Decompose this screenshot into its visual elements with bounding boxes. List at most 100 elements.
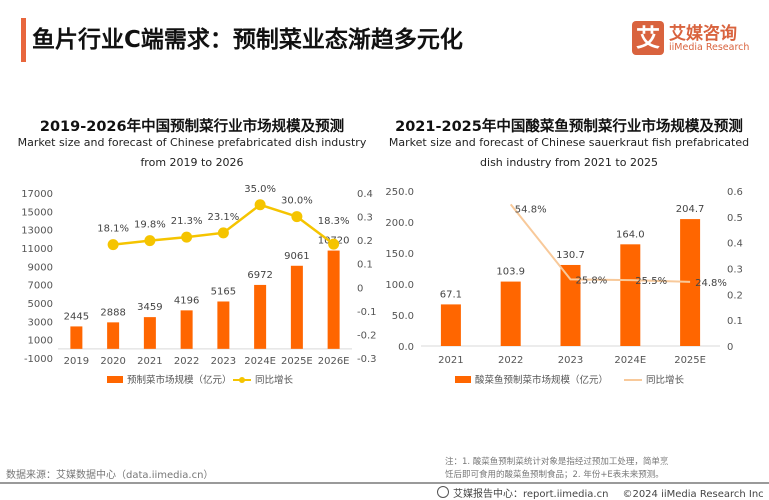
left-left-axis-tick: 13000: [21, 226, 53, 237]
left-left-axis-tick: 9000: [28, 262, 53, 273]
footer: 艾媒报告中心：report.iimedia.cn ©2024 iiMedia Re…: [437, 485, 764, 500]
right-left-axis-tick: 0.0: [398, 342, 414, 353]
left-category-label: 2025E: [281, 356, 313, 367]
right-bar-label: 67.1: [440, 289, 462, 300]
right-growth-label: 24.8%: [695, 278, 727, 289]
left-left-axis-tick: 17000: [21, 189, 53, 200]
right-chart: 250.0 200.0 150.0 100.0 50.0 0.0 0.6 0.5 0.4 0.3 0…: [385, 187, 743, 386]
left-right-axis-tick: 0.4: [357, 189, 373, 200]
right-growth-label: 54.8%: [515, 204, 547, 215]
note-line-2: 饪后即可食用的酸菜鱼预制食品；2. 年份+E表未来预测。: [445, 470, 664, 480]
right-chart-subtitle: Market size and forecast of Chinese saue…: [384, 133, 754, 173]
left-growth-label: 21.3%: [171, 216, 203, 227]
right-right-axis-tick: 0.2: [727, 290, 743, 301]
left-chart: 17000 15000 13000 11000 9000 7000 5000 3000 1000…: [21, 184, 377, 386]
right-right-axis-tick: 0.5: [727, 213, 743, 224]
left-chart-subtitle: Market size and forecast of Chinese pref…: [0, 133, 384, 173]
left-growth-label: 35.0%: [244, 184, 276, 195]
left-growth-point: [107, 239, 119, 251]
left-growth-point: [328, 238, 340, 250]
left-legend-bar-swatch: [107, 376, 123, 383]
left-category-label: 2021: [137, 356, 162, 367]
left-growth-label: 30.0%: [281, 196, 313, 207]
right-right-axis-tick: 0.6: [727, 187, 743, 198]
left-growth-label: 18.1%: [97, 224, 129, 235]
left-category-label: 2023: [211, 356, 236, 367]
left-growth-point: [291, 211, 303, 223]
left-right-axis-tick: 0: [357, 283, 363, 294]
right-chart-subtitle-line-1: Market size and forecast of Chinese saue…: [388, 136, 750, 149]
left-chart-subtitle-line-1: Market size and forecast of Chinese pref…: [17, 136, 367, 149]
right-bar: [560, 264, 581, 346]
left-growth-point: [217, 227, 229, 239]
left-growth-label: 19.8%: [134, 220, 166, 231]
right-bar: [680, 219, 701, 346]
right-right-axis-tick: 0.1: [727, 316, 743, 327]
left-bar: [180, 310, 193, 349]
left-category-label: 2026E: [318, 356, 350, 367]
logo-en-text: iiMedia Research: [669, 42, 750, 53]
left-bar-label: 3459: [137, 302, 162, 313]
right-right-axis-tick: 0: [727, 342, 733, 353]
right-growth-label: 25.8%: [576, 275, 608, 286]
left-left-axis-tick: 15000: [21, 207, 53, 218]
title-accent-bar: [21, 18, 26, 62]
right-category-label: 2024E: [614, 355, 646, 366]
left-bar-label: 6972: [247, 270, 272, 281]
note-line-1: 注：1. 酸菜鱼预制菜统计对象是指经过预加工处理，简单烹: [445, 457, 669, 467]
right-chart-title: 2021-2025年中国酸菜鱼预制菜行业市场规模及预测: [395, 119, 743, 135]
left-legend-line-label: 同比增长: [255, 374, 294, 386]
left-right-axis-tick: -0.1: [357, 307, 377, 318]
right-bar: [500, 281, 521, 346]
left-left-axis-tick: 1000: [28, 336, 53, 347]
iimedia-logo: 艾 艾媒咨询 iiMedia Research: [632, 21, 768, 57]
left-bar: [327, 250, 340, 349]
left-left-axis-tick: 11000: [21, 244, 53, 255]
report-center-link[interactable]: 艾媒报告中心：report.iimedia.cn: [453, 489, 609, 500]
right-left-axis-tick: 100.0: [385, 280, 414, 291]
right-bar-label: 130.7: [556, 250, 585, 261]
left-category-label: 2024E: [244, 356, 276, 367]
left-bar-label: 5165: [211, 286, 236, 297]
left-growth-label: 18.3%: [318, 216, 350, 227]
right-growth-label: 25.5%: [635, 276, 667, 287]
left-bar-label: 4196: [174, 295, 199, 306]
left-chart-title: 2019-2026年中国预制菜行业市场规模及预测: [39, 119, 345, 135]
right-left-axis-tick: 150.0: [385, 249, 414, 260]
left-right-axis-tick: 0.1: [357, 260, 373, 271]
left-bar: [290, 265, 303, 349]
right-left-axis-tick: 250.0: [385, 187, 414, 198]
right-bar-label: 164.0: [616, 229, 645, 240]
left-category-label: 2022: [174, 356, 199, 367]
right-legend-bar-swatch: [455, 376, 471, 383]
right-right-axis-tick: 0.3: [727, 265, 743, 276]
copyright: ©2024 iiMedia Research Inc: [622, 489, 764, 500]
left-bar-label: 2445: [64, 311, 89, 322]
right-legend-bar-label: 酸菜鱼预制菜市场规模（亿元）: [475, 374, 608, 386]
footer-divider: [0, 482, 769, 484]
right-bar: [440, 304, 461, 346]
left-right-axis-tick: -0.2: [357, 330, 377, 341]
left-growth-label: 23.1%: [207, 212, 239, 223]
left-left-axis-tick: 5000: [28, 299, 53, 310]
left-left-axis-tick: -1000: [24, 354, 53, 365]
chart-note: 注：1. 酸菜鱼预制菜统计对象是指经过预加工处理，简单烹 饪后即可食用的酸菜鱼预…: [445, 456, 765, 482]
left-bar: [254, 284, 267, 349]
left-legend-line-marker: [239, 377, 245, 383]
left-right-axis-tick: 0.3: [357, 213, 373, 224]
right-chart-subtitle-line-2: dish industry from 2021 to 2025: [480, 156, 658, 169]
right-left-axis-tick: 200.0: [385, 218, 414, 229]
left-right-axis-tick: 0.2: [357, 236, 373, 247]
globe-icon: [437, 486, 449, 498]
left-bar-label: 2888: [100, 307, 125, 318]
left-chart-subtitle-line-2: from 2019 to 2026: [140, 156, 244, 169]
right-legend-line-label: 同比增长: [646, 374, 685, 386]
right-bar: [620, 244, 641, 346]
left-bar: [107, 322, 120, 349]
left-bar: [143, 317, 156, 349]
page-title: 鱼片行业C端需求：预制菜业态渐趋多元化: [32, 27, 463, 53]
left-category-label: 2019: [64, 356, 89, 367]
logo-mark-icon: 艾: [632, 21, 664, 55]
right-category-label: 2022: [498, 355, 523, 366]
right-bar-label: 103.9: [496, 267, 525, 278]
